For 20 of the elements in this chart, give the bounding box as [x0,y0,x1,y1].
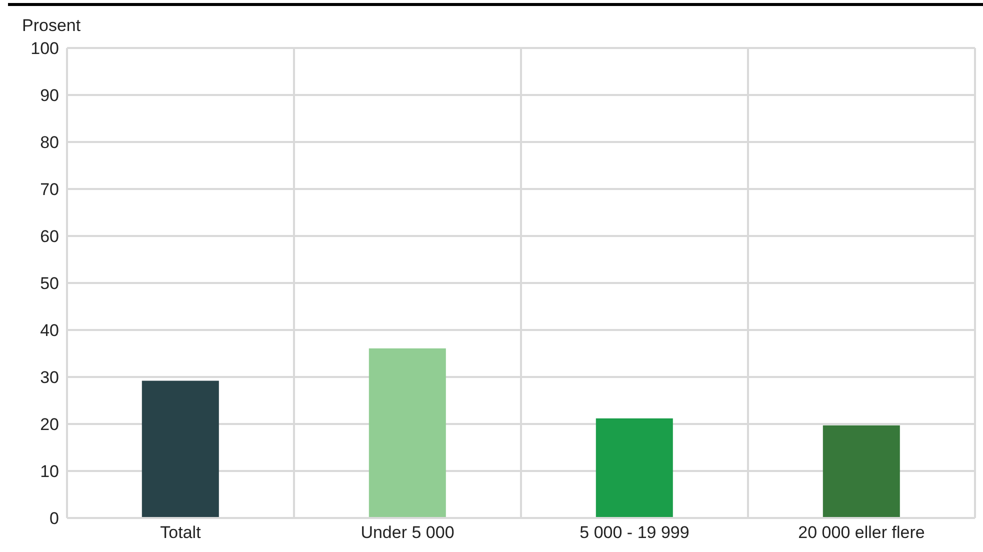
y-tick-label: 10 [40,462,59,482]
y-tick-label: 0 [50,509,59,528]
y-tick-label: 20 [40,415,59,434]
y-tick-label: 60 [40,227,59,246]
y-tick-label: 30 [40,368,59,388]
bar [142,380,219,518]
bar [596,418,673,518]
y-axis-title: Prosent [22,16,81,36]
y-tick-label: 50 [40,274,59,294]
x-tick-label: 20 000 eller flere [798,523,925,542]
bar [822,425,900,518]
y-tick-label: 90 [40,86,59,106]
x-tick-label: Under 5 000 [360,523,454,542]
x-tick-label: 5 000 - 19 999 [580,523,690,542]
x-tick-label: Totalt [160,523,202,542]
bar [368,348,446,518]
y-tick-label: 100 [30,39,59,58]
y-tick-label: 40 [40,321,59,340]
y-tick-label: 70 [40,180,59,200]
y-tick-label: 80 [40,133,59,152]
